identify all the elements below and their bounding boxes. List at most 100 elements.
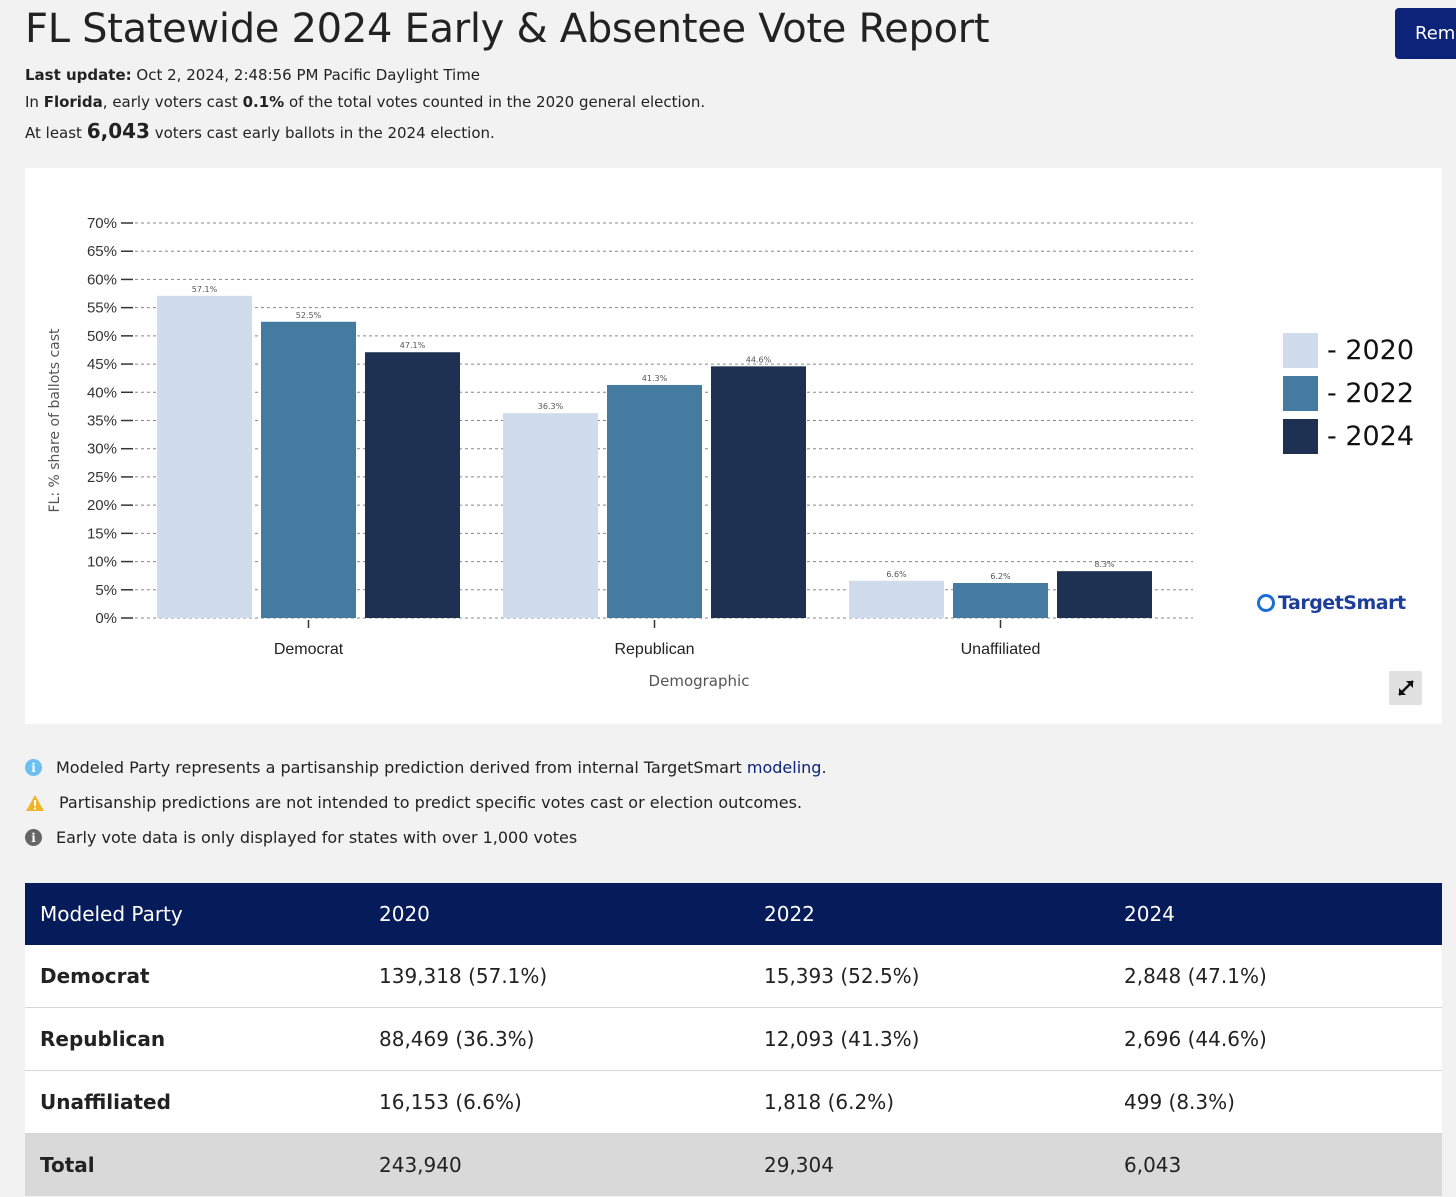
modeling-link[interactable]: modeling: [746, 758, 822, 777]
x-tick-label: Unaffiliated: [961, 641, 1041, 658]
y-tick-label: 10%: [87, 554, 117, 571]
targetsmart-logo: TargetSmart: [1257, 592, 1406, 614]
data-label: 36.3%: [538, 402, 564, 411]
expand-button[interactable]: [1389, 671, 1422, 705]
text: of the total votes counted in the 2020 g…: [284, 93, 706, 111]
column-header: Modeled Party: [25, 883, 364, 945]
last-update-label: Last update:: [25, 66, 132, 84]
note-early-vote: i Early vote data is only displayed for …: [25, 828, 577, 847]
value-cell: 88,469 (36.3%): [364, 1007, 749, 1071]
data-label: 52.5%: [296, 311, 322, 320]
column-header: 2022: [749, 883, 1109, 945]
y-tick-label: 50%: [87, 328, 117, 345]
value-cell: 139,318 (57.1%): [364, 945, 749, 1008]
y-tick-label: 20%: [87, 497, 117, 514]
bar: [607, 384, 702, 618]
legend-item-2020[interactable]: - 2020: [1283, 329, 1414, 372]
party-table: Modeled Party 2020 2022 2024 Democrat 13…: [25, 883, 1442, 1196]
expand-icon: [1397, 680, 1414, 696]
text: , early voters cast: [102, 93, 243, 111]
target-icon: [1257, 594, 1275, 612]
remove-button[interactable]: Rem: [1395, 8, 1456, 59]
total-cell: 6,043: [1109, 1133, 1442, 1196]
page-title: FL Statewide 2024 Early & Absentee Vote …: [25, 6, 990, 52]
y-tick-label: 65%: [87, 243, 117, 260]
table-total-row: Total 243,940 29,304 6,043: [25, 1133, 1442, 1196]
data-label: 8.3%: [1094, 560, 1115, 569]
value-cell: 2,696 (44.6%): [1109, 1007, 1442, 1071]
bar: [365, 352, 460, 618]
data-label: 44.6%: [746, 355, 772, 364]
data-label: 47.1%: [400, 341, 426, 350]
y-tick-label: 25%: [87, 469, 117, 486]
note-text: Partisanship predictions are not intende…: [59, 793, 803, 812]
data-label: 6.6%: [886, 570, 907, 579]
table-header-row: Modeled Party 2020 2022 2024: [25, 883, 1442, 945]
legend-swatch: [1283, 419, 1318, 454]
value-cell: 499 (8.3%): [1109, 1070, 1442, 1134]
y-tick-label: 5%: [95, 582, 117, 599]
legend-item-2024[interactable]: - 2024: [1283, 415, 1414, 458]
note-text: Modeled Party represents a partisanship …: [56, 758, 747, 777]
info-icon: i: [25, 759, 42, 776]
bar: [849, 580, 944, 618]
share-pct: 0.1%: [242, 93, 285, 111]
legend-swatch: [1283, 333, 1318, 368]
text: At least: [25, 124, 87, 142]
y-tick-label: 40%: [87, 384, 117, 401]
legend-label: - 2024: [1327, 421, 1415, 452]
table-row: Unaffiliated 16,153 (6.6%) 1,818 (6.2%) …: [25, 1070, 1442, 1134]
y-tick-label: 55%: [87, 300, 117, 317]
y-tick-label: 15%: [87, 525, 117, 542]
table-row: Republican 88,469 (36.3%) 12,093 (41.3%)…: [25, 1007, 1442, 1071]
text: voters cast early ballots in the 2024 el…: [149, 124, 495, 142]
note-modeled-party: i Modeled Party represents a partisanshi…: [25, 758, 827, 777]
text: In: [25, 93, 44, 111]
column-header: 2020: [364, 883, 749, 945]
legend-swatch: [1283, 376, 1318, 411]
bar: [1057, 571, 1152, 618]
chart-legend: - 2020 - 2022 - 2024: [1283, 329, 1414, 458]
y-tick-label: 35%: [87, 413, 117, 430]
state-name: Florida: [43, 93, 103, 111]
y-axis-label: FL: % share of ballots cast: [47, 328, 63, 513]
data-label: 57.1%: [192, 285, 218, 294]
value-cell: 16,153 (6.6%): [364, 1070, 749, 1134]
value-cell: 2,848 (47.1%): [1109, 945, 1442, 1008]
note-partisanship: Partisanship predictions are not intende…: [25, 793, 802, 812]
data-label: 41.3%: [642, 374, 668, 383]
value-cell: 12,093 (41.3%): [749, 1007, 1109, 1071]
legend-item-2022[interactable]: - 2022: [1283, 372, 1414, 415]
chart-card: 0% 5% 10% 15% 20% 25% 30% 35% 40% 45% 50% 55% 60% 65%…: [25, 168, 1442, 724]
value-cell: 1,818 (6.2%): [749, 1070, 1109, 1134]
text: .: [821, 758, 827, 777]
total-cell: 243,940: [364, 1133, 749, 1196]
total-label: Total: [25, 1133, 364, 1196]
x-tick-label: Republican: [614, 641, 694, 658]
party-cell: Unaffiliated: [25, 1070, 364, 1134]
bar: [953, 583, 1048, 618]
bar: [711, 366, 806, 618]
warning-icon: [26, 794, 44, 811]
last-update-value: Oct 2, 2024, 2:48:56 PM Pacific Daylight…: [136, 66, 481, 84]
column-header: 2024: [1109, 883, 1442, 945]
bar: [157, 295, 252, 618]
note-text: Early vote data is only displayed for st…: [56, 828, 578, 847]
legend-label: - 2020: [1327, 335, 1415, 366]
total-cell: 29,304: [749, 1133, 1109, 1196]
bar-chart: 0% 5% 10% 15% 20% 25% 30% 35% 40% 45% 50% 55% 60% 65%…: [47, 215, 1193, 690]
party-cell: Democrat: [25, 945, 364, 1008]
table-row: Democrat 139,318 (57.1%) 15,393 (52.5%) …: [25, 945, 1442, 1008]
last-update: Last update: Oct 2, 2024, 2:48:56 PM Pac…: [25, 66, 480, 84]
y-tick-label: 45%: [87, 356, 117, 373]
data-label: 6.2%: [990, 572, 1011, 581]
early-vote-share: In Florida, early voters cast 0.1% of th…: [25, 93, 705, 111]
bar: [261, 321, 356, 618]
party-cell: Republican: [25, 1007, 364, 1071]
voter-count: 6,043: [86, 119, 150, 143]
bar: [503, 413, 598, 618]
brand-name: TargetSmart: [1278, 592, 1406, 614]
info-icon: i: [25, 829, 42, 846]
y-tick-label: 70%: [87, 215, 117, 232]
y-tick-label: 60%: [87, 271, 117, 288]
